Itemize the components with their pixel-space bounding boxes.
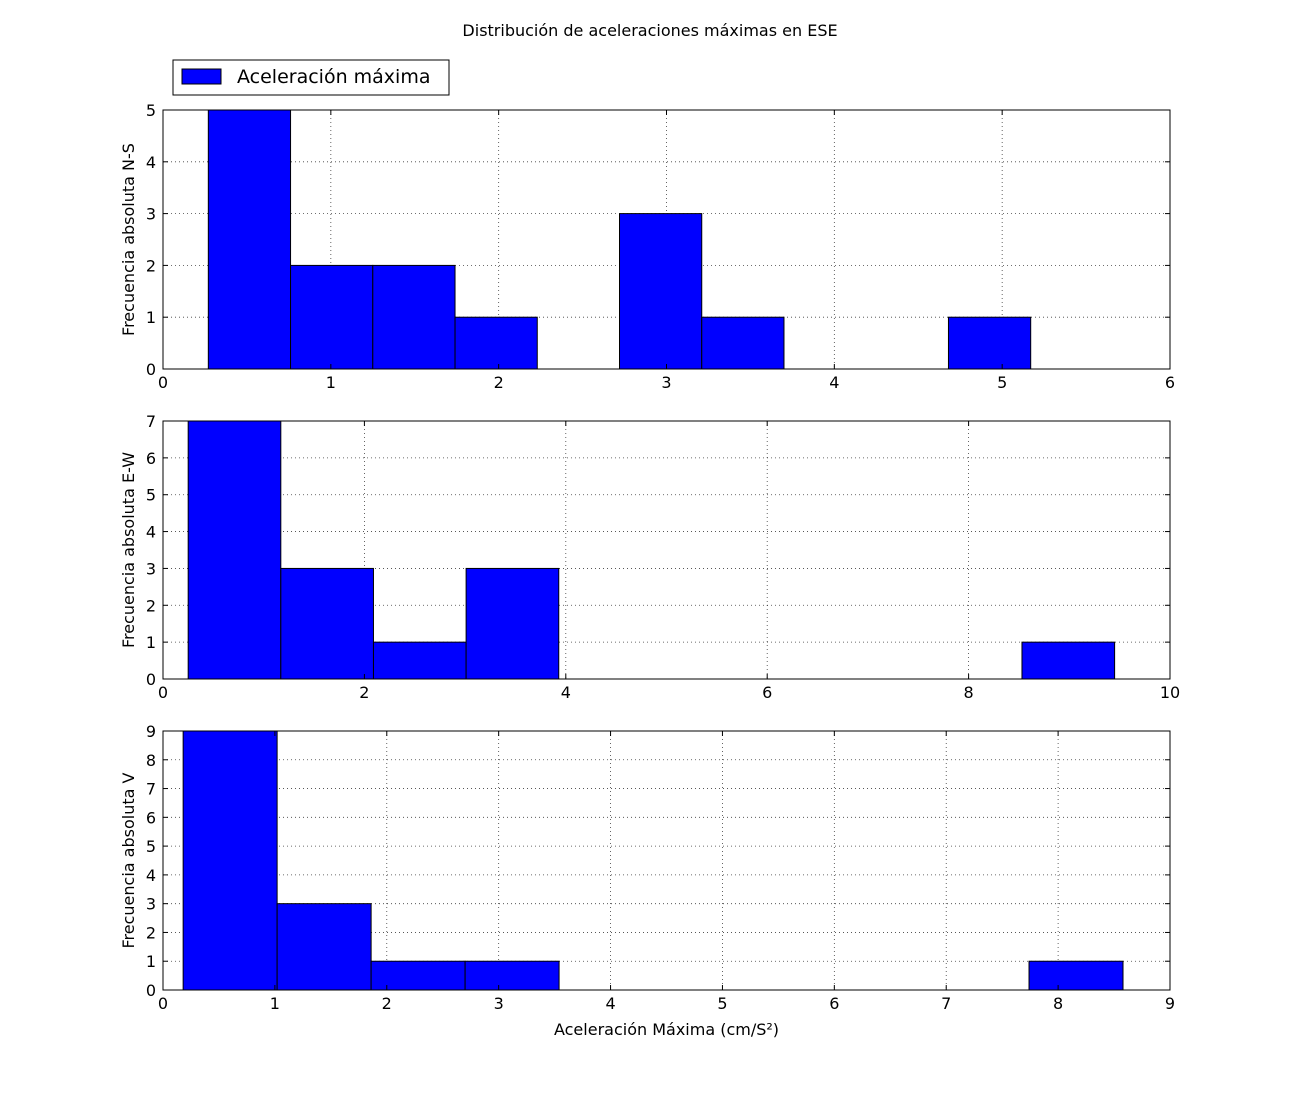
y-ticks-ns: 0 1 2 3 4 5 [146, 101, 1170, 379]
histogram-bar [280, 567, 374, 680]
y-tick-label: 6 [146, 808, 156, 827]
histogram-bar [182, 730, 278, 991]
histogram-bar [465, 567, 560, 680]
y-axis-label-v: Frecuencia absoluta V [119, 772, 138, 948]
x-ticks-ns: 0 1 2 3 4 5 6 [158, 110, 1175, 392]
bars-v [182, 730, 1124, 991]
histogram-bar [1021, 641, 1116, 680]
x-tick-label: 6 [762, 683, 772, 702]
subplot-ns: 0 1 2 3 4 5 6 0 1 2 3 4 5 Frecuencia absoluta N-S [119, 101, 1175, 392]
y-tick-label: 0 [146, 981, 156, 1000]
x-tick-label: 0 [158, 373, 168, 392]
x-tick-label: 7 [941, 994, 951, 1013]
axes-frame [162, 730, 1171, 991]
axes-frame [162, 420, 1171, 680]
x-tick-label: 3 [494, 994, 504, 1013]
y-tick-label: 1 [146, 633, 156, 652]
y-tick-label: 3 [146, 559, 156, 578]
bars-ns [207, 109, 1032, 370]
y-tick-label: 9 [146, 722, 156, 741]
x-tick-label: 6 [1165, 373, 1175, 392]
x-tick-label: 8 [964, 683, 974, 702]
histogram-bar [464, 960, 560, 991]
histogram-bar [187, 420, 282, 680]
y-tick-label: 0 [146, 670, 156, 689]
x-tick-label: 10 [1160, 683, 1180, 702]
x-tick-label: 4 [829, 373, 839, 392]
subplot-v: 0 1 2 3 4 5 6 7 8 9 0 1 2 3 4 5 6 7 8 9 Frecuencia absoluta … [119, 722, 1175, 1039]
y-ticks-v: 0 1 2 3 4 5 6 7 8 9 [146, 722, 1170, 1000]
histogram-bar [454, 316, 538, 370]
histogram-bar [372, 641, 467, 680]
y-ticks-ew: 0 1 2 3 4 5 6 7 [146, 412, 1170, 689]
y-tick-label: 5 [146, 101, 156, 120]
x-tick-label: 9 [1165, 994, 1175, 1013]
histogram-bar [290, 264, 374, 370]
histogram-bar [207, 109, 292, 370]
x-tick-label: 2 [359, 683, 369, 702]
x-tick-label: 3 [661, 373, 671, 392]
y-tick-label: 5 [146, 486, 156, 505]
x-ticks-ew: 0 2 4 6 8 10 [158, 421, 1180, 702]
x-tick-label: 0 [158, 994, 168, 1013]
x-tick-label: 1 [270, 994, 280, 1013]
y-tick-label: 5 [146, 837, 156, 856]
y-tick-label: 3 [146, 205, 156, 224]
y-tick-label: 2 [146, 923, 156, 942]
y-axis-label-ns: Frecuencia absoluta N-S [119, 143, 138, 336]
legend: Aceleración máxima [172, 59, 450, 96]
y-tick-label: 3 [146, 895, 156, 914]
x-tick-label: 5 [997, 373, 1007, 392]
histogram-bar [619, 213, 703, 370]
y-tick-label: 7 [146, 780, 156, 799]
y-tick-label: 4 [146, 866, 156, 885]
y-tick-label: 1 [146, 308, 156, 327]
histogram-bar [1028, 960, 1124, 991]
x-tick-label: 6 [829, 994, 839, 1013]
x-tick-label: 8 [1053, 994, 1063, 1013]
x-tick-label: 4 [605, 994, 615, 1013]
y-tick-label: 4 [146, 153, 156, 172]
x-tick-label: 2 [494, 373, 504, 392]
y-tick-label: 1 [146, 952, 156, 971]
y-tick-label: 2 [146, 596, 156, 615]
histogram-bar [701, 316, 785, 370]
y-tick-label: 0 [146, 360, 156, 379]
x-axis-label-v: Aceleración Máxima (cm/S²) [554, 1020, 779, 1039]
y-tick-label: 6 [146, 449, 156, 468]
x-tick-label: 1 [326, 373, 336, 392]
x-tick-label: 0 [158, 683, 168, 702]
histogram-bar [276, 903, 372, 991]
y-tick-label: 7 [146, 412, 156, 431]
x-ticks-v: 0 1 2 3 4 5 6 7 8 9 [158, 731, 1175, 1013]
subplot-ew: 0 2 4 6 8 10 0 1 2 3 4 5 6 7 Frecuencia absoluta E-W [119, 412, 1180, 702]
legend-label: Aceleración máxima [237, 66, 430, 88]
x-tick-label: 2 [382, 994, 392, 1013]
y-tick-label: 2 [146, 256, 156, 275]
histogram-bar [370, 960, 466, 991]
y-tick-label: 8 [146, 751, 156, 770]
x-tick-label: 5 [717, 994, 727, 1013]
histogram-bar [372, 264, 456, 370]
histogram-bar [947, 316, 1032, 370]
y-tick-label: 4 [146, 523, 156, 542]
figure-title: Distribución de aceleraciones máximas en… [462, 21, 837, 40]
y-axis-label-ew: Frecuencia absoluta E-W [119, 452, 138, 648]
bars-ew [187, 420, 1116, 680]
x-tick-label: 4 [561, 683, 571, 702]
legend-swatch [181, 68, 222, 85]
